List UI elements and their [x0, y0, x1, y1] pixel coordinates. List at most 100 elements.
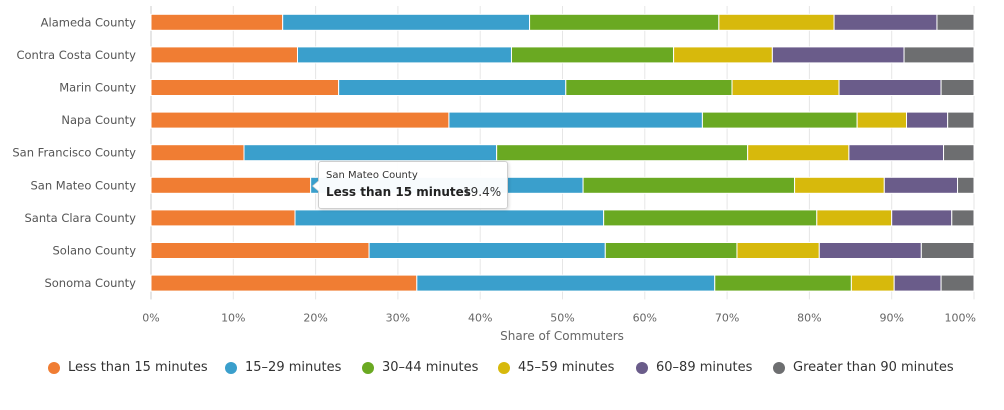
legend-marker	[773, 361, 785, 374]
tooltip: San Mateo County Less than 15 minutes 19…	[312, 161, 508, 209]
legend: Less than 15 minutes 15–29 minutes 30–44 m…	[0, 360, 1004, 386]
category-label: San Francisco County	[12, 146, 136, 160]
bar-segment[interactable]	[510, 46, 675, 64]
bar-segment[interactable]	[940, 274, 975, 292]
bars	[150, 13, 975, 292]
bar-segment[interactable]	[150, 209, 296, 227]
bar-segment[interactable]	[833, 13, 938, 31]
x-tick-label: 60%	[633, 311, 657, 324]
bar-segment[interactable]	[150, 274, 418, 292]
legend-marker	[225, 361, 237, 374]
bar-segment[interactable]	[718, 13, 835, 31]
legend-label: 45–59 minutes	[518, 360, 615, 375]
bar-segment[interactable]	[701, 111, 858, 129]
category-label: Sonoma County	[44, 276, 136, 290]
bar-segment[interactable]	[150, 111, 450, 129]
legend-item[interactable]: 60–89 minutes	[636, 360, 752, 375]
tooltip-arrow-inner	[313, 181, 319, 191]
category-labels: Alameda County Contra Costa County Marin C…	[12, 15, 136, 290]
bar-segment[interactable]	[951, 209, 975, 227]
bar-segment[interactable]	[150, 46, 298, 64]
x-tick-label: 10%	[221, 311, 245, 324]
bar-segment[interactable]	[906, 111, 949, 129]
bar-segment[interactable]	[529, 13, 720, 31]
bar-segment[interactable]	[736, 242, 820, 259]
bar-segment[interactable]	[150, 79, 340, 96]
bar-segment[interactable]	[604, 242, 738, 259]
x-tick-label: 70%	[715, 311, 739, 324]
bar-segment[interactable]	[816, 209, 893, 227]
bar-segment[interactable]	[243, 144, 498, 162]
legend-item[interactable]: 15–29 minutes	[225, 360, 341, 375]
x-axis-title: Share of Commuters	[500, 329, 624, 343]
tooltip-series: Less than 15 minutes	[326, 185, 471, 199]
x-tick-label: 0%	[142, 311, 159, 324]
bar-segment[interactable]	[282, 13, 531, 31]
bar-segment[interactable]	[416, 274, 716, 292]
bar-segment[interactable]	[947, 111, 975, 129]
legend-label: Greater than 90 minutes	[793, 360, 954, 375]
category-label: Marin County	[59, 81, 136, 95]
legend-marker	[498, 361, 510, 374]
x-tick-label: 30%	[386, 311, 410, 324]
tooltip-value: 19.4%	[463, 185, 502, 199]
bar-segment[interactable]	[771, 46, 905, 64]
bar-segment[interactable]	[368, 242, 606, 259]
bar-segment[interactable]	[936, 13, 975, 31]
bar-segment[interactable]	[150, 242, 370, 259]
legend-item[interactable]: Greater than 90 minutes	[773, 360, 954, 375]
category-label: Contra Costa County	[16, 48, 136, 62]
bar-segment[interactable]	[150, 13, 284, 31]
legend-label: 15–29 minutes	[245, 360, 342, 375]
bar-segment[interactable]	[150, 176, 312, 194]
bar-segment[interactable]	[818, 242, 922, 259]
legend-label: 30–44 minutes	[382, 360, 479, 375]
bar-segment[interactable]	[338, 79, 567, 96]
category-label: Napa County	[61, 113, 136, 127]
x-tick-label: 50%	[550, 311, 574, 324]
bar-segment[interactable]	[903, 46, 975, 64]
bar-segment[interactable]	[856, 111, 908, 129]
bar-segment[interactable]	[893, 274, 942, 292]
bar-segment[interactable]	[883, 176, 959, 194]
bar-segment[interactable]	[673, 46, 773, 64]
bar-segment[interactable]	[150, 144, 245, 162]
bar-segment[interactable]	[943, 144, 975, 162]
legend-label: Less than 15 minutes	[68, 360, 208, 375]
bar-segment[interactable]	[714, 274, 852, 292]
bar-segment[interactable]	[850, 274, 895, 292]
bar-segment[interactable]	[920, 242, 975, 259]
tooltip-title: San Mateo County	[326, 170, 418, 181]
bar-segment[interactable]	[957, 176, 975, 194]
x-tick-label: 20%	[303, 311, 327, 324]
legend-marker	[636, 361, 648, 374]
bar-segment[interactable]	[848, 144, 945, 162]
legend-label: 60–89 minutes	[656, 360, 753, 375]
bar-segment[interactable]	[794, 176, 885, 194]
bar-segment[interactable]	[940, 79, 975, 96]
bar-segment[interactable]	[448, 111, 703, 129]
category-label: Solano County	[52, 244, 136, 258]
bar-segment[interactable]	[603, 209, 818, 227]
legend-marker	[48, 361, 60, 374]
stacked-bar-chart: Alameda County Contra Costa County Marin C…	[12, 6, 976, 343]
bar-segment[interactable]	[565, 79, 733, 96]
bar-segment[interactable]	[582, 176, 796, 194]
category-label: Alameda County	[41, 15, 137, 29]
x-tick-label: 100%	[945, 311, 976, 324]
bar-segment[interactable]	[747, 144, 850, 162]
legend-item[interactable]: 45–59 minutes	[498, 360, 614, 375]
legend-item[interactable]: Less than 15 minutes	[48, 360, 208, 375]
legend-marker	[362, 361, 374, 374]
bar-segment[interactable]	[294, 209, 605, 227]
x-tick-label: 80%	[797, 311, 821, 324]
legend-item[interactable]: 30–44 minutes	[362, 360, 478, 375]
category-label: Santa Clara County	[24, 211, 136, 225]
bar-segment[interactable]	[838, 79, 942, 96]
bar-segment[interactable]	[296, 46, 512, 64]
x-tick-label: 90%	[879, 311, 903, 324]
bar-segment[interactable]	[496, 144, 749, 162]
x-tick-labels: 0% 10% 20% 30% 40% 50% 60% 70% 80% 90% 100%	[142, 311, 976, 324]
bar-segment[interactable]	[891, 209, 953, 227]
bar-segment[interactable]	[731, 79, 840, 96]
